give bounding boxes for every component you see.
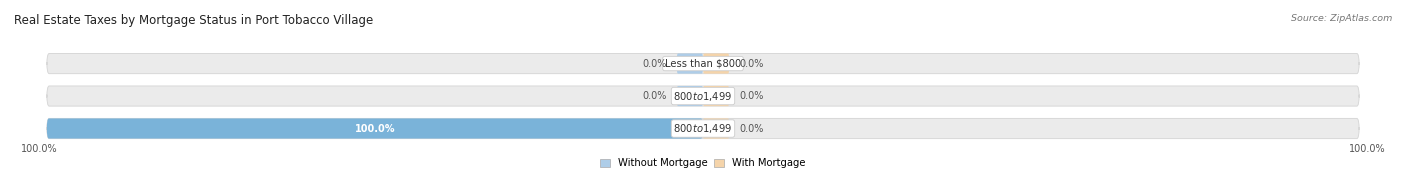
Text: $800 to $1,499: $800 to $1,499 bbox=[673, 122, 733, 135]
Text: 100.0%: 100.0% bbox=[1348, 144, 1385, 154]
FancyBboxPatch shape bbox=[703, 86, 730, 106]
Text: 0.0%: 0.0% bbox=[643, 59, 666, 69]
Text: Less than $800: Less than $800 bbox=[665, 59, 741, 69]
Text: 0.0%: 0.0% bbox=[740, 59, 763, 69]
FancyBboxPatch shape bbox=[46, 118, 703, 139]
FancyBboxPatch shape bbox=[676, 86, 703, 106]
Text: 0.0%: 0.0% bbox=[740, 123, 763, 133]
Text: Source: ZipAtlas.com: Source: ZipAtlas.com bbox=[1291, 14, 1392, 23]
FancyBboxPatch shape bbox=[703, 54, 730, 74]
FancyBboxPatch shape bbox=[46, 86, 1360, 106]
Legend: Without Mortgage, With Mortgage: Without Mortgage, With Mortgage bbox=[600, 158, 806, 168]
Text: 0.0%: 0.0% bbox=[643, 91, 666, 101]
Text: 100.0%: 100.0% bbox=[21, 144, 58, 154]
FancyBboxPatch shape bbox=[46, 54, 1360, 74]
Text: 0.0%: 0.0% bbox=[740, 91, 763, 101]
FancyBboxPatch shape bbox=[703, 118, 730, 139]
Text: 100.0%: 100.0% bbox=[354, 123, 395, 133]
Text: Real Estate Taxes by Mortgage Status in Port Tobacco Village: Real Estate Taxes by Mortgage Status in … bbox=[14, 14, 374, 27]
FancyBboxPatch shape bbox=[46, 118, 1360, 139]
Text: $800 to $1,499: $800 to $1,499 bbox=[673, 90, 733, 103]
FancyBboxPatch shape bbox=[676, 54, 703, 74]
